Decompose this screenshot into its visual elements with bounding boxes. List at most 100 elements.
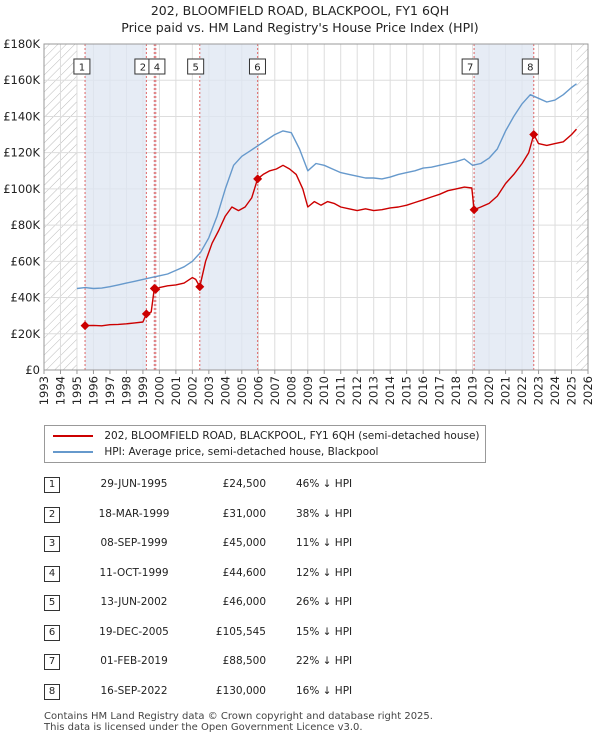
legend-swatch-hpi [53,451,93,453]
x-tick-label: 2014 [383,376,397,405]
x-tick-label: 2022 [515,376,529,405]
legend-label-property: 202, BLOOMFIELD ROAD, BLACKPOOL, FY1 6QH… [104,430,480,442]
row-date: 11-OCT-1999 [99,566,169,579]
x-tick-label: 2012 [350,376,364,405]
row-price: £105,545 [215,625,266,638]
transactions-table: 1 29-JUN-1995 £24,500 46% ↓ HPI 2 18-MAR… [44,474,444,710]
marker-box [248,58,266,75]
x-tick-label: 2026 [581,376,595,405]
x-tick-label: 2015 [400,376,414,405]
row-hpi: 26% ↓ HPI [296,596,353,608]
row-number: 7 [44,654,60,670]
marker-box-label: 5 [192,63,198,74]
legend-item-property: 202, BLOOMFIELD ROAD, BLACKPOOL, FY1 6QH… [53,428,480,444]
row-number: 4 [44,565,60,582]
row-hpi: 16% ↓ HPI [296,684,353,697]
y-tick-label: £40K [11,291,41,305]
y-tick-label: £160K [3,73,40,87]
marker-box-label: 8 [527,63,533,74]
legend: 202, BLOOMFIELD ROAD, BLACKPOOL, FY1 6QH… [44,425,486,463]
row-date: 29-JUN-1995 [100,478,168,490]
x-tick-label: 2017 [433,376,447,405]
row-price: £46,000 [222,596,266,608]
legend-swatch-property [53,435,93,437]
x-tick-label: 2010 [317,376,331,405]
row-date: 13-JUN-2002 [100,596,168,608]
sale-point [141,309,151,319]
title-line-1: 202, BLOOMFIELD ROAD, BLACKPOOL, FY1 6QH [150,3,450,18]
footer-copyright: Contains HM Land Registry data © Crown c… [44,711,433,722]
row-price: £88,500 [222,655,266,667]
x-tick-label: 2005 [235,376,249,405]
row-date: 19-DEC-2005 [99,625,169,638]
row-number: 2 [44,506,60,523]
sale-point [195,282,205,292]
row-price: £24,500 [222,478,266,490]
row-price: £31,000 [222,507,266,520]
row-date: 18-MAR-1999 [98,507,170,520]
sale-point [529,130,539,140]
row-number: 1 [44,477,60,493]
x-tick-label: 1993 [37,376,51,405]
shade-band [85,44,147,370]
footer: Contains HM Land Registry data © Crown c… [44,711,433,733]
footer-licence: This data is licensed under the Open Gov… [44,722,363,733]
y-tick-label: £140K [3,109,40,123]
plot-frame [43,43,589,371]
x-tick-label: 1998 [119,376,133,405]
sale-shading [85,44,534,370]
x-tick-label: 2006 [251,376,265,405]
marker-box [521,58,539,75]
row-price: £45,000 [222,537,266,549]
marker-box-label: 4 [154,63,160,74]
x-tick-label: 2020 [482,376,496,405]
x-tick-label: 2002 [185,376,199,405]
x-tick-label: 1996 [86,376,100,405]
marker-box [148,58,166,75]
row-number: 3 [44,536,60,552]
marker-box-label: 2 [140,63,146,74]
row-number: 5 [44,595,60,611]
legend-label-hpi: HPI: Average price, semi-detached house,… [104,446,379,458]
row-date: 16-SEP-2022 [100,684,168,697]
legend-item-hpi: HPI: Average price, semi-detached house,… [53,444,378,460]
y-axis-ticks: £0 £20K £40K £60K £80K £100K £120K £140K £160K £1… [3,37,40,377]
x-tick-label: 2024 [548,376,562,405]
table-row: 5 13-JUN-2002 £46,000 26% ↓ HPI [44,592,444,622]
shade-band [154,44,156,370]
marker-box [73,58,91,75]
row-date: 08-SEP-1999 [100,537,168,549]
hatch-right [576,44,588,370]
table-row: 7 01-FEB-2019 £88,500 22% ↓ HPI [44,651,444,681]
row-hpi: 12% ↓ HPI [296,566,353,579]
x-tick-label: 2023 [532,376,546,405]
x-tick-label: 2001 [169,376,183,405]
table-row: 4 11-OCT-1999 £44,600 12% ↓ HPI [44,563,444,593]
x-tick-label: 2025 [565,376,579,405]
y-tick-label: £100K [3,182,40,196]
sale-point [80,321,90,331]
x-tick-label: 2018 [449,376,463,405]
x-tick-label: 2013 [367,376,381,405]
table-row: 3 08-SEP-1999 £45,000 11% ↓ HPI [44,533,444,563]
sale-point [253,174,263,184]
row-hpi: 46% ↓ HPI [296,478,353,490]
x-tick-label: 2004 [218,376,232,405]
sale-point [469,205,479,215]
x-tick-label: 1995 [70,376,84,405]
x-tick-label: 2016 [416,376,430,405]
x-tick-label: 1994 [53,376,67,405]
table-row: 1 29-JUN-1995 £24,500 46% ↓ HPI [44,474,444,504]
y-tick-label: £120K [3,146,40,160]
sale-point [151,284,161,294]
y-tick-label: £20K [11,327,41,341]
marker-box-label: 1 [79,63,85,74]
chart-title: 202, BLOOMFIELD ROAD, BLACKPOOL, FY1 6QH… [0,2,600,36]
row-hpi: 15% ↓ HPI [296,625,353,638]
x-tick-label: 2007 [268,376,282,405]
x-tick-label: 1997 [103,376,117,405]
row-hpi: 38% ↓ HPI [296,507,353,520]
x-tick-label: 2008 [284,376,298,405]
